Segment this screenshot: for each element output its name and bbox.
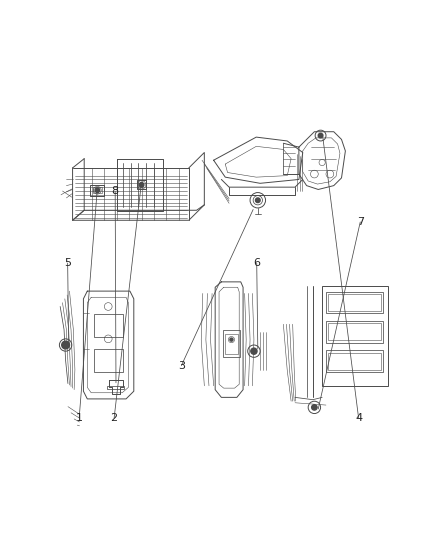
Text: 1: 1 (76, 413, 83, 423)
Text: 6: 6 (253, 258, 260, 268)
Bar (322, 286, 388, 386)
Circle shape (318, 133, 323, 138)
Circle shape (255, 198, 260, 203)
Circle shape (251, 348, 257, 354)
Circle shape (139, 182, 144, 187)
Bar (137, 180, 146, 189)
Circle shape (62, 341, 70, 349)
Circle shape (312, 405, 317, 410)
Text: 7: 7 (357, 217, 364, 227)
Circle shape (230, 338, 233, 341)
Bar (107, 386, 124, 389)
Circle shape (95, 188, 100, 192)
Bar (90, 185, 104, 196)
Bar (93, 314, 123, 337)
Bar (326, 292, 383, 313)
Bar (328, 353, 381, 370)
Bar (326, 350, 383, 372)
Bar (328, 324, 381, 341)
Text: 4: 4 (355, 413, 362, 423)
Bar (93, 349, 123, 372)
Text: 2: 2 (110, 413, 118, 423)
Bar (225, 334, 238, 354)
Bar (223, 330, 240, 357)
Bar (93, 187, 102, 193)
Bar (328, 294, 381, 311)
Text: 3: 3 (178, 361, 185, 370)
Bar (326, 321, 383, 343)
Text: 8: 8 (112, 186, 119, 196)
Text: 5: 5 (64, 258, 71, 268)
